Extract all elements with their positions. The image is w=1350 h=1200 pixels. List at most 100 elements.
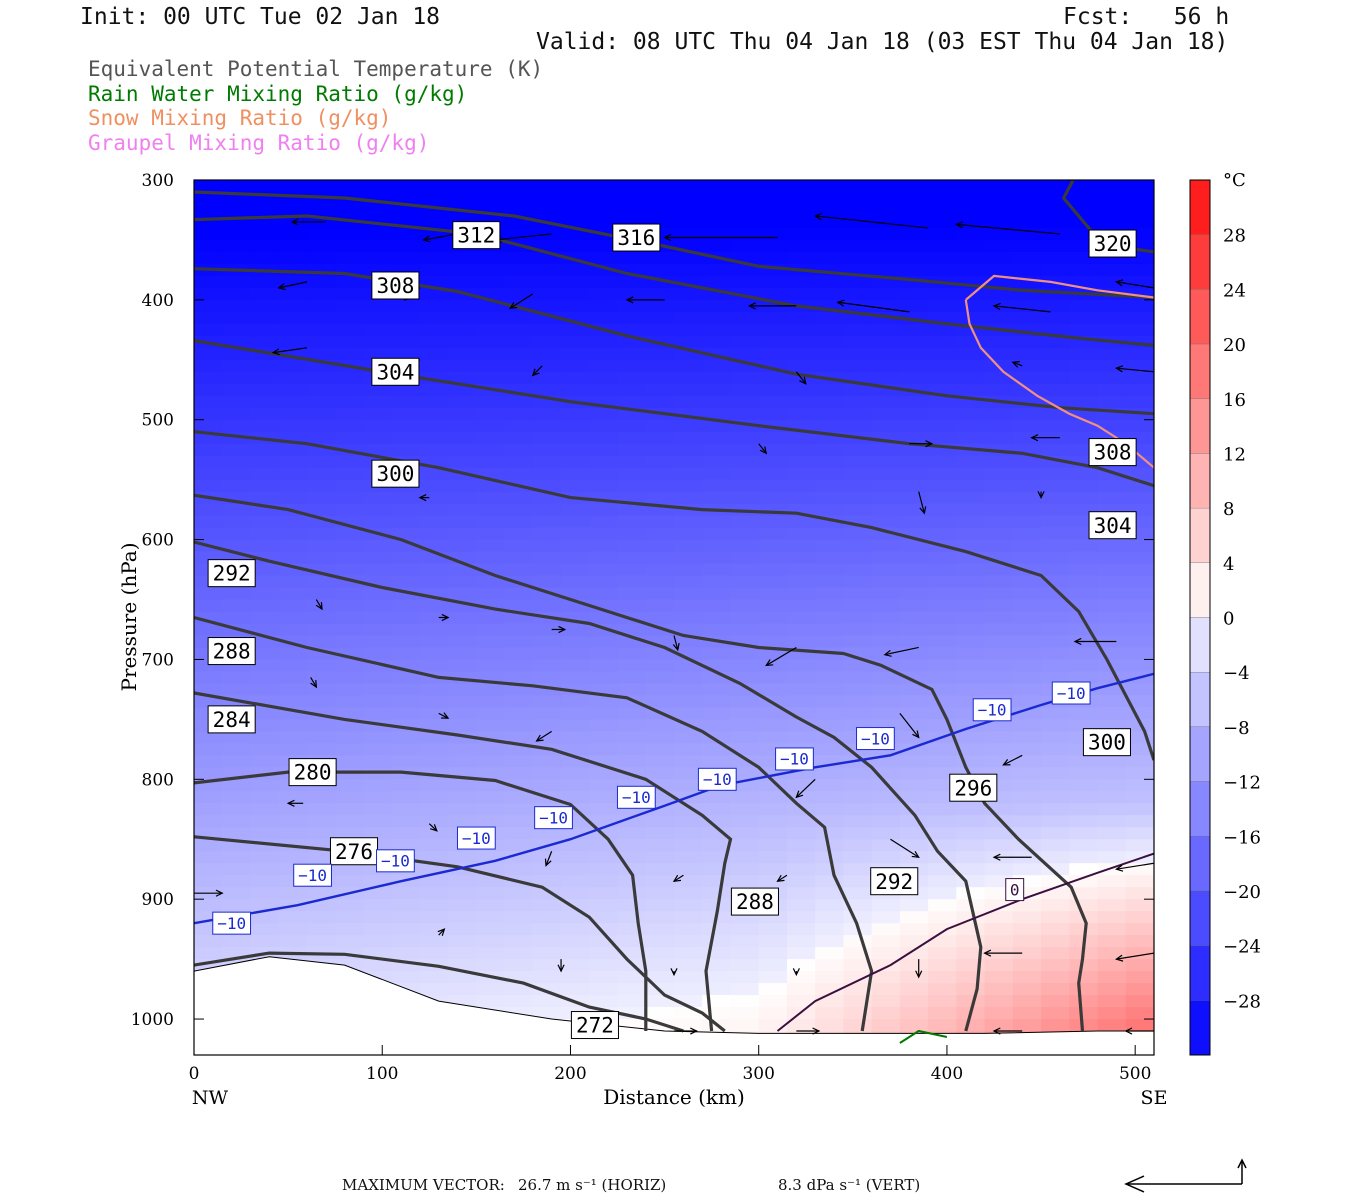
temperature-fill-cell: [222, 359, 252, 373]
temperature-fill-cell: [278, 395, 308, 409]
temperature-fill-cell: [928, 431, 958, 445]
wind-vector: [795, 371, 807, 385]
temperature-fill-cell: [532, 779, 563, 793]
temperature-fill-cell: [589, 611, 619, 625]
temperature-fill-cell: [1069, 995, 1099, 1009]
temperature-fill-cell: [1041, 791, 1071, 805]
temperature-fill-cell: [674, 299, 704, 313]
temperature-fill-cell: [561, 839, 591, 853]
temperature-fill-cell: [871, 623, 901, 637]
temperature-fill-cell: [250, 599, 280, 613]
y-tick-label: 700: [142, 650, 174, 670]
temperature-fill-cell: [1069, 755, 1099, 769]
temperature-fill-cell: [278, 683, 308, 697]
temperature-fill-cell: [758, 875, 788, 889]
temperature-fill-cell: [730, 299, 760, 313]
temperature-fill-cell: [730, 431, 760, 445]
temperature-fill-cell: [448, 443, 478, 457]
temperature-fill-cell: [250, 923, 280, 937]
temperature-fill-cell: [871, 683, 901, 697]
temperature-fill-cell: [1097, 599, 1127, 613]
temperature-fill-cell: [956, 995, 986, 1009]
temperature-fill-cell: [448, 419, 478, 433]
temperature-fill-cell: [250, 371, 280, 385]
temperature-fill-cell: [617, 563, 647, 577]
temperature-fill-cell: [899, 995, 930, 1009]
theta-e-contour-272: [194, 951, 684, 1033]
temperature-fill-cell: [730, 791, 760, 805]
temperature-fill-cell: [899, 635, 930, 649]
temperature-fill-cell: [871, 215, 901, 229]
temperature-fill-cell: [984, 263, 1014, 277]
temperature-fill-cell: [532, 383, 563, 397]
temperature-fill-cell: [419, 239, 450, 253]
temperature-fill-cell: [363, 791, 393, 805]
temperature-fill-cell: [702, 623, 732, 637]
temperature-fill-cell: [561, 443, 591, 457]
temperature-fill-cell: [758, 239, 788, 253]
temperature-fill-cell: [1012, 935, 1043, 949]
temperature-fill-cell: [984, 347, 1014, 361]
temperature-fill-cell: [1069, 851, 1099, 865]
temperature-fill-cell: [674, 263, 704, 277]
temperature-fill-cell: [702, 491, 732, 505]
temperature-fill-cell: [1041, 503, 1071, 517]
temperature-fill-cell: [871, 755, 901, 769]
temperature-fill-cell: [815, 467, 845, 481]
temperature-fill-cell: [984, 899, 1014, 913]
temperature-fill-cell: [843, 227, 873, 241]
temperature-fill-cell: [871, 611, 901, 625]
temperature-fill-cell: [843, 1007, 873, 1021]
temperature-fill-cell: [1097, 311, 1127, 325]
temperature-fill-cell: [674, 863, 704, 877]
isotherm-label: −10: [456, 826, 496, 850]
temperature-fill-cell: [504, 899, 534, 913]
temperature-fill-cell: [1097, 911, 1127, 925]
temperature-fill-cell: [448, 779, 478, 793]
temperature-fill-cell: [702, 227, 732, 241]
temperature-fill-cell: [532, 659, 563, 673]
svg-text:304: 304: [1094, 514, 1132, 538]
temperature-fill-cell: [815, 227, 845, 241]
temperature-fill-cell: [1125, 623, 1154, 637]
temperature-fill-cell: [1097, 623, 1127, 637]
temperature-fill-cell: [815, 791, 845, 805]
temperature-fill-cell: [899, 779, 930, 793]
temperature-fill-cell: [899, 263, 930, 277]
temperature-fill-cell: [645, 611, 675, 625]
temperature-fill-cell: [589, 311, 619, 325]
temperature-fill-cell: [730, 263, 760, 277]
temperature-fill-cell: [984, 479, 1014, 493]
temperature-fill-cell: [1012, 695, 1043, 709]
temperature-fill-cell: [645, 515, 675, 529]
x-left-end-label: NW: [192, 1087, 229, 1109]
temperature-fill-cell: [956, 383, 986, 397]
temperature-fill-cell: [532, 527, 563, 541]
temperature-fill-cell: [363, 755, 393, 769]
temperature-fill-cell: [815, 935, 845, 949]
temperature-fill-cell: [222, 671, 252, 685]
temperature-fill-cell: [250, 335, 280, 349]
temperature-fill-cell: [1041, 575, 1071, 589]
temperature-fill-cell: [984, 1019, 1014, 1033]
temperature-fill-cell: [194, 851, 224, 865]
temperature-fill-cell: [956, 635, 986, 649]
temperature-fill-cell: [363, 383, 393, 397]
temperature-fill-cell: [899, 395, 930, 409]
temperature-fill-cell: [899, 431, 930, 445]
temperature-fill-cell: [730, 371, 760, 385]
temperature-fill-cell: [363, 599, 393, 613]
temperature-fill-cell: [250, 491, 280, 505]
temperature-fill-cell: [899, 203, 930, 217]
temperature-fill-cell: [335, 251, 365, 265]
temperature-fill-cell: [815, 959, 845, 973]
temperature-fill-cell: [222, 287, 252, 301]
temperature-fill-cell: [645, 323, 675, 337]
temperature-fill-cell: [786, 335, 817, 349]
temperature-fill-cell: [363, 431, 393, 445]
temperature-fill-cell: [363, 419, 393, 433]
temperature-fill-cell: [730, 995, 760, 1009]
temperature-fill-cell: [363, 911, 393, 925]
temperature-fill-cell: [222, 815, 252, 829]
temperature-fill-cell: [250, 227, 280, 241]
